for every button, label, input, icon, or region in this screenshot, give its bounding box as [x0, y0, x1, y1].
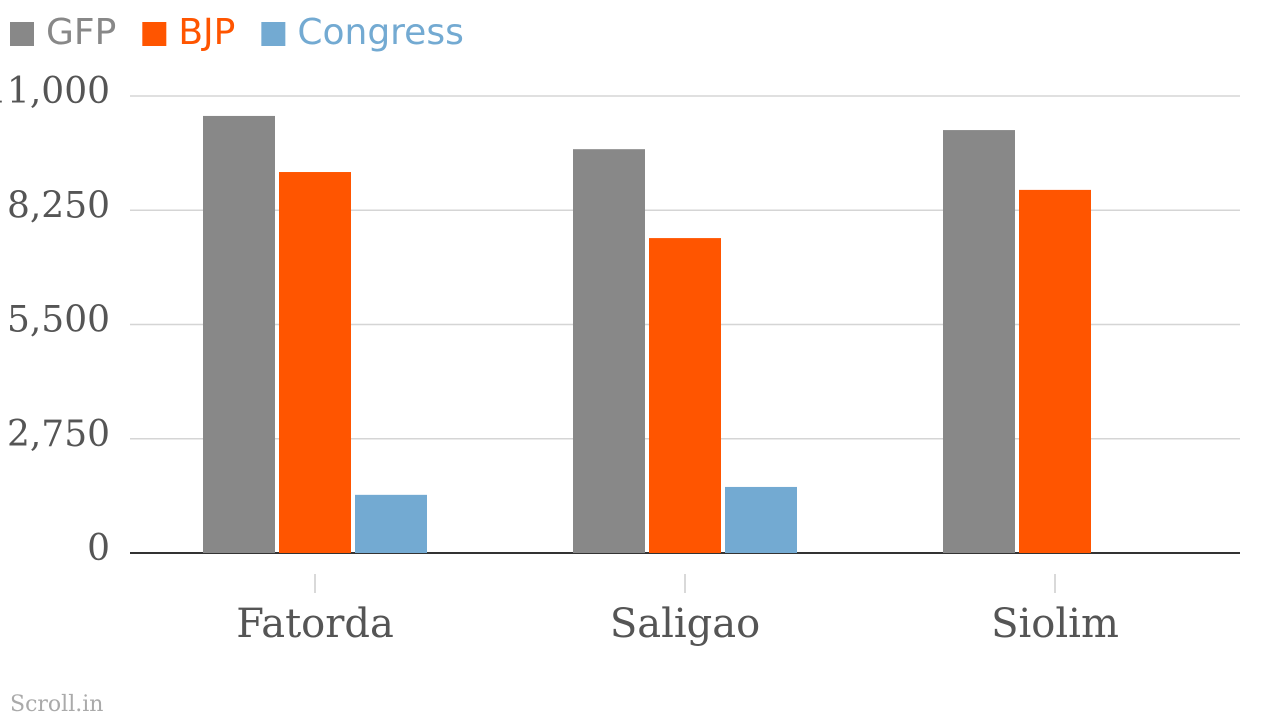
legend-label: Congress	[297, 12, 464, 53]
y-tick-label: 5,500	[7, 300, 110, 341]
bar	[355, 494, 427, 553]
bar	[649, 238, 721, 553]
y-tick-label: 11,000	[0, 71, 110, 112]
legend-swatch	[10, 22, 34, 46]
y-tick-label: 0	[87, 528, 110, 569]
legend-label: GFP	[46, 12, 116, 53]
source: Scroll.in	[10, 692, 103, 717]
bar	[943, 130, 1015, 554]
bar	[279, 172, 351, 553]
legend-swatch	[261, 22, 286, 46]
bar	[1019, 189, 1091, 553]
bar	[203, 115, 275, 553]
y-tick-label: 8,250	[7, 185, 110, 226]
legend-label: BJP	[178, 12, 235, 53]
bar	[725, 486, 797, 553]
y-tick-label: 2,750	[7, 414, 110, 455]
x-tick-label: Siolim	[991, 601, 1119, 647]
x-tick-label: Saligao	[610, 601, 760, 647]
legend-swatch	[142, 22, 167, 46]
bar	[573, 149, 645, 554]
x-tick-label: Fatorda	[236, 601, 394, 647]
